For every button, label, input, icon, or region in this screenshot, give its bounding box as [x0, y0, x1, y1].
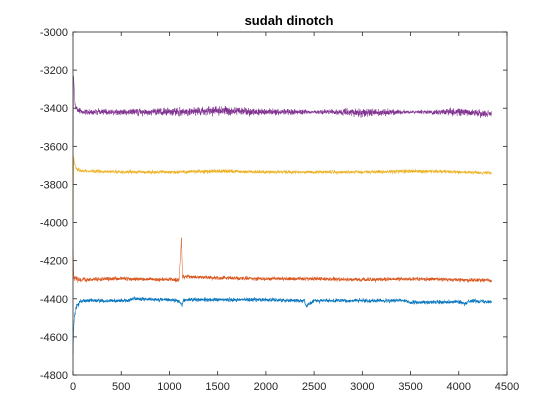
x-tick-label: 4500: [495, 381, 519, 393]
y-tick-label: -4800: [40, 370, 68, 382]
x-tick-label: 1000: [157, 381, 181, 393]
series-line-3: [72, 156, 492, 219]
y-tick-label: -4400: [40, 294, 68, 306]
x-tick-label: 500: [112, 381, 130, 393]
y-tick-label: -4600: [40, 332, 68, 344]
series-layer: [72, 76, 492, 355]
series-line-4: [72, 76, 492, 147]
x-tick-label: 0: [70, 381, 76, 393]
x-tick-label: 1500: [205, 381, 229, 393]
y-tick-label: -4200: [40, 256, 68, 268]
x-tick-label: 2500: [302, 381, 326, 393]
plot-area: [73, 32, 507, 375]
y-tick-label: -4000: [40, 218, 68, 230]
y-tick-label: -3400: [40, 103, 68, 115]
chart-title: sudah dinotch: [245, 13, 334, 28]
x-tick-label: 4000: [447, 381, 471, 393]
y-tick-label: -3000: [40, 27, 68, 39]
x-tick-label: 3000: [350, 381, 374, 393]
x-tick-label: 3500: [398, 381, 422, 393]
series-line-2: [72, 237, 492, 284]
y-tick-label: -3800: [40, 179, 68, 191]
axes-background: [73, 32, 507, 375]
x-tick-label: 2000: [254, 381, 278, 393]
y-tick-label: -3200: [40, 65, 68, 77]
series-line-1: [72, 296, 492, 355]
axes-layer: 0 500 1000 1500 2000 2500 3000 3500 4000 4500 -300…: [40, 27, 519, 393]
y-tick-label: -3600: [40, 141, 68, 153]
axes-box: [72, 31, 508, 376]
